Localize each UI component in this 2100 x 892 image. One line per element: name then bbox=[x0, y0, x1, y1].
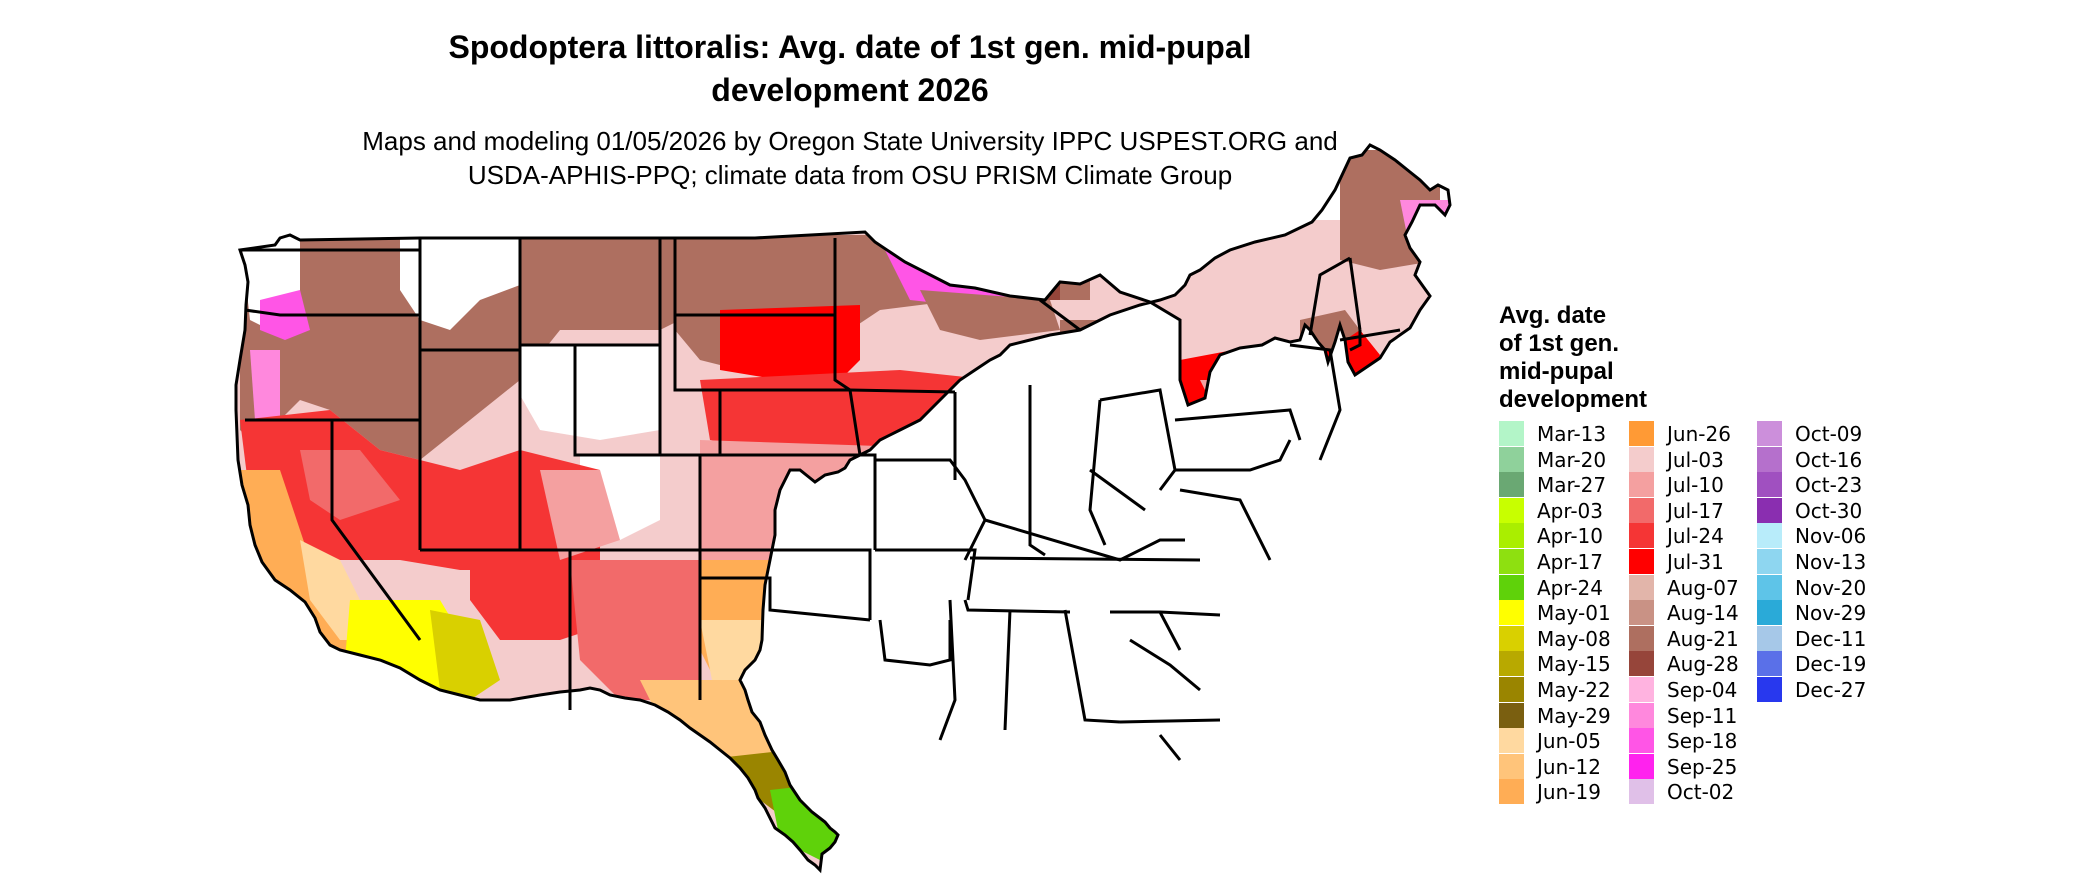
legend-swatch bbox=[1499, 446, 1524, 472]
legend-label: Sep-25 bbox=[1667, 754, 1738, 779]
legend-swatch bbox=[1499, 677, 1524, 702]
legend-swatch bbox=[1757, 523, 1782, 549]
legend-swatch bbox=[1629, 702, 1654, 728]
legend-swatch bbox=[1757, 446, 1782, 472]
legend-swatch bbox=[1629, 779, 1654, 805]
legend-swatch bbox=[1757, 549, 1782, 574]
legend-label: May-15 bbox=[1537, 652, 1611, 677]
legend-swatch bbox=[1629, 421, 1654, 446]
legend-label: Sep-18 bbox=[1667, 729, 1738, 754]
legend-label: Jul-10 bbox=[1667, 473, 1724, 498]
legend-swatch bbox=[1499, 421, 1524, 446]
legend-swatch bbox=[1629, 677, 1654, 702]
legend-label: May-22 bbox=[1537, 678, 1611, 702]
legend-label: Dec-11 bbox=[1795, 626, 1867, 651]
legend-title-line-4: development bbox=[1499, 386, 1648, 413]
legend-label: Apr-03 bbox=[1537, 498, 1603, 523]
legend-swatch bbox=[1499, 779, 1524, 805]
legend-swatch bbox=[1499, 523, 1524, 549]
legend-label: Aug-28 bbox=[1667, 652, 1739, 677]
legend-label: Sep-11 bbox=[1667, 703, 1738, 728]
legend-swatch bbox=[1629, 728, 1654, 754]
legend-swatch bbox=[1757, 625, 1782, 651]
legend-label: Apr-10 bbox=[1537, 524, 1603, 549]
legend-label: Oct-02 bbox=[1667, 780, 1735, 805]
legend-label: Oct-30 bbox=[1795, 498, 1863, 523]
legend-swatch bbox=[1499, 625, 1524, 651]
legend-swatch bbox=[1499, 497, 1524, 523]
legend-label: Apr-24 bbox=[1537, 575, 1603, 600]
legend-swatch bbox=[1499, 702, 1524, 728]
map-title-line-1: Spodoptera littoralis: Avg. date of 1st … bbox=[448, 29, 1252, 65]
legend-label: Jun-26 bbox=[1667, 422, 1731, 446]
legend-swatch bbox=[1629, 497, 1654, 523]
legend-swatch bbox=[1499, 728, 1524, 754]
legend-label: Jul-03 bbox=[1667, 447, 1724, 472]
legend-swatch bbox=[1629, 651, 1654, 677]
legend-swatch bbox=[1499, 574, 1524, 600]
legend-label: Jun-19 bbox=[1537, 780, 1601, 805]
legend-label: Aug-21 bbox=[1667, 626, 1739, 651]
legend-swatch bbox=[1757, 651, 1782, 677]
legend-title-line-1: Avg. date bbox=[1499, 302, 1607, 329]
legend-label: Oct-09 bbox=[1795, 422, 1863, 446]
map-title-line-2: development 2026 bbox=[711, 72, 989, 108]
legend-swatch bbox=[1757, 472, 1782, 498]
legend-swatch bbox=[1757, 421, 1782, 446]
legend-label: May-29 bbox=[1537, 703, 1611, 728]
legend-swatch bbox=[1629, 625, 1654, 651]
legend-swatch bbox=[1629, 600, 1654, 626]
legend-label: Jun-12 bbox=[1537, 754, 1601, 779]
legend-label: Aug-14 bbox=[1667, 601, 1739, 626]
legend-title: Avg. date of 1st gen. mid-pupal developm… bbox=[1499, 302, 1647, 414]
map-title: Spodoptera littoralis: Avg. date of 1st … bbox=[260, 26, 1440, 112]
legend-label: Mar-27 bbox=[1537, 473, 1607, 498]
legend-label: Mar-20 bbox=[1537, 447, 1607, 472]
legend-swatch bbox=[1499, 651, 1524, 677]
legend-label: Mar-13 bbox=[1537, 422, 1607, 446]
legend-swatch bbox=[1629, 574, 1654, 600]
legend-label: Sep-04 bbox=[1667, 678, 1738, 702]
legend-label: Nov-13 bbox=[1795, 550, 1867, 574]
legend-swatch bbox=[1629, 472, 1654, 498]
legend-swatch bbox=[1757, 677, 1782, 702]
legend-label: Dec-27 bbox=[1795, 678, 1867, 702]
legend-swatch bbox=[1629, 446, 1654, 472]
legend-label: May-08 bbox=[1537, 626, 1611, 651]
legend-swatch bbox=[1499, 549, 1524, 574]
legend-label: Aug-07 bbox=[1667, 575, 1739, 600]
legend-label: Nov-20 bbox=[1795, 575, 1867, 600]
legend-swatch bbox=[1757, 497, 1782, 523]
legend-swatch bbox=[1629, 523, 1654, 549]
map-subtitle-line-1: Maps and modeling 01/05/2026 by Oregon S… bbox=[362, 126, 1338, 156]
legend-label: Jul-31 bbox=[1667, 550, 1724, 574]
legend-swatch bbox=[1629, 753, 1654, 779]
legend-swatch bbox=[1499, 472, 1524, 498]
map-subtitle: Maps and modeling 01/05/2026 by Oregon S… bbox=[260, 124, 1440, 192]
map-subtitle-line-2: USDA-APHIS-PPQ; climate data from OSU PR… bbox=[467, 160, 1233, 190]
legend-swatch bbox=[1757, 600, 1782, 626]
legend-swatch bbox=[1757, 574, 1782, 600]
legend-title-line-2: of 1st gen. bbox=[1499, 330, 1620, 357]
state-boundaries bbox=[234, 143, 1452, 872]
legend-label: Dec-19 bbox=[1795, 652, 1867, 677]
legend-swatch bbox=[1629, 549, 1654, 574]
legend-label: Jul-17 bbox=[1667, 498, 1724, 523]
legend-label: Nov-06 bbox=[1795, 524, 1867, 549]
legend-swatch bbox=[1499, 600, 1524, 626]
legend-label: Oct-23 bbox=[1795, 473, 1863, 498]
map-color-fill bbox=[236, 150, 1450, 870]
legend-label: Oct-16 bbox=[1795, 447, 1863, 472]
legend-label: Nov-29 bbox=[1795, 601, 1867, 626]
legend-label: May-01 bbox=[1537, 601, 1611, 626]
legend-label: Jun-05 bbox=[1537, 729, 1601, 754]
legend-swatch bbox=[1499, 753, 1524, 779]
legend-title-line-3: mid-pupal bbox=[1499, 358, 1614, 385]
legend-label: Jul-24 bbox=[1667, 524, 1724, 549]
legend-label: Apr-17 bbox=[1537, 550, 1603, 574]
